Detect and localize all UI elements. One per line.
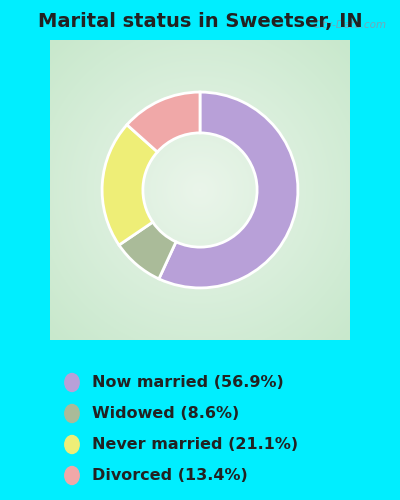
Text: Now married (56.9%): Now married (56.9%) [92, 375, 284, 390]
Text: Widowed (8.6%): Widowed (8.6%) [92, 406, 239, 421]
Wedge shape [159, 92, 298, 288]
Text: Never married (21.1%): Never married (21.1%) [92, 437, 298, 452]
Text: Marital status in Sweetser, IN: Marital status in Sweetser, IN [38, 12, 362, 32]
Wedge shape [102, 125, 157, 245]
Wedge shape [119, 222, 176, 279]
Text: City-Data.com: City-Data.com [313, 20, 387, 30]
Text: Divorced (13.4%): Divorced (13.4%) [92, 468, 248, 483]
Wedge shape [127, 92, 200, 152]
